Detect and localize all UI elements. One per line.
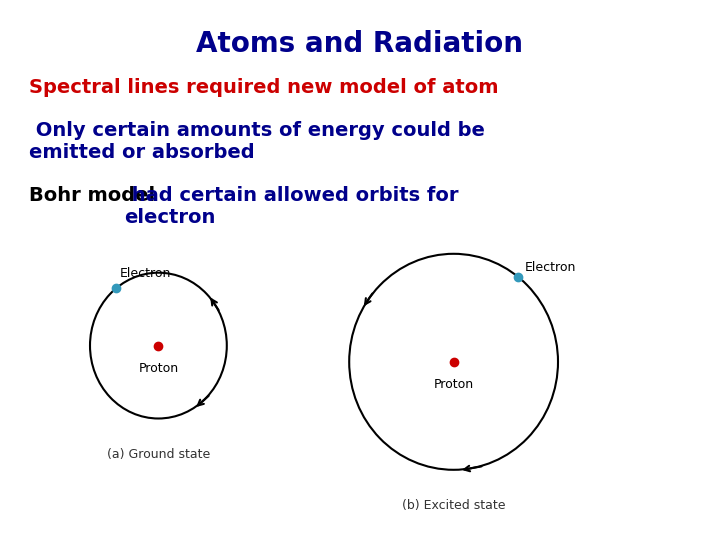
Text: Bohr model: Bohr model [29,186,155,205]
Text: Spectral lines required new model of atom: Spectral lines required new model of ato… [29,78,498,97]
Text: Only certain amounts of energy could be
emitted or absorbed: Only certain amounts of energy could be … [29,122,485,163]
Text: (b) Excited state: (b) Excited state [402,500,505,512]
Text: Electron: Electron [525,261,577,274]
Text: Atoms and Radiation: Atoms and Radiation [197,30,523,58]
Text: (a) Ground state: (a) Ground state [107,448,210,461]
Text: had certain allowed orbits for
electron: had certain allowed orbits for electron [125,186,458,227]
Text: Proton: Proton [138,362,179,375]
Text: Proton: Proton [433,378,474,391]
Text: Electron: Electron [120,267,171,280]
